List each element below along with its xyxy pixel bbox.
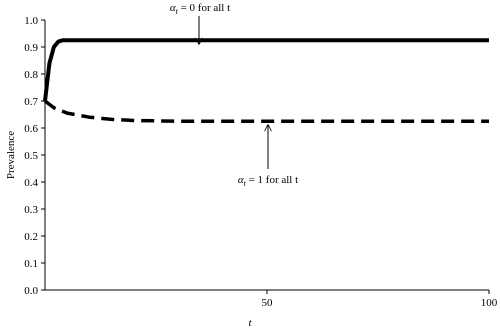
- y-tick-label: 0.8: [24, 69, 38, 81]
- x-axis-label: t: [248, 317, 252, 329]
- y-tick-label: 1.0: [24, 15, 38, 27]
- annotation: αt = 1 for all t: [238, 174, 298, 188]
- annotation-subscript: t: [176, 7, 179, 16]
- y-tick-label: 0.2: [24, 231, 38, 243]
- annotation-symbol: α: [170, 2, 176, 14]
- annotation-text: = 0 for all t: [178, 2, 230, 14]
- y-tick-label: 0.3: [24, 204, 38, 216]
- x-tick-label: 50: [262, 297, 274, 309]
- y-tick-label: 0.4: [24, 177, 38, 189]
- y-tick-label: 0.5: [24, 150, 38, 162]
- data-line: [43, 38, 489, 102]
- annotation-subscript: t: [244, 179, 247, 188]
- y-tick-label: 0.9: [24, 42, 38, 54]
- y-tick-label: 0.0: [24, 285, 38, 297]
- y-axis-label: Prevalence: [5, 131, 17, 179]
- x-tick-label: 100: [481, 297, 498, 309]
- annotation-symbol: α: [238, 174, 244, 186]
- y-tick-label: 0.1: [24, 258, 38, 270]
- y-tick-label: 0.7: [24, 96, 38, 108]
- y-tick-label: 0.6: [24, 123, 38, 135]
- annotation: αt = 0 for all t: [170, 2, 230, 16]
- data-line: [43, 99, 489, 123]
- annotation-text: = 1 for all t: [246, 174, 298, 186]
